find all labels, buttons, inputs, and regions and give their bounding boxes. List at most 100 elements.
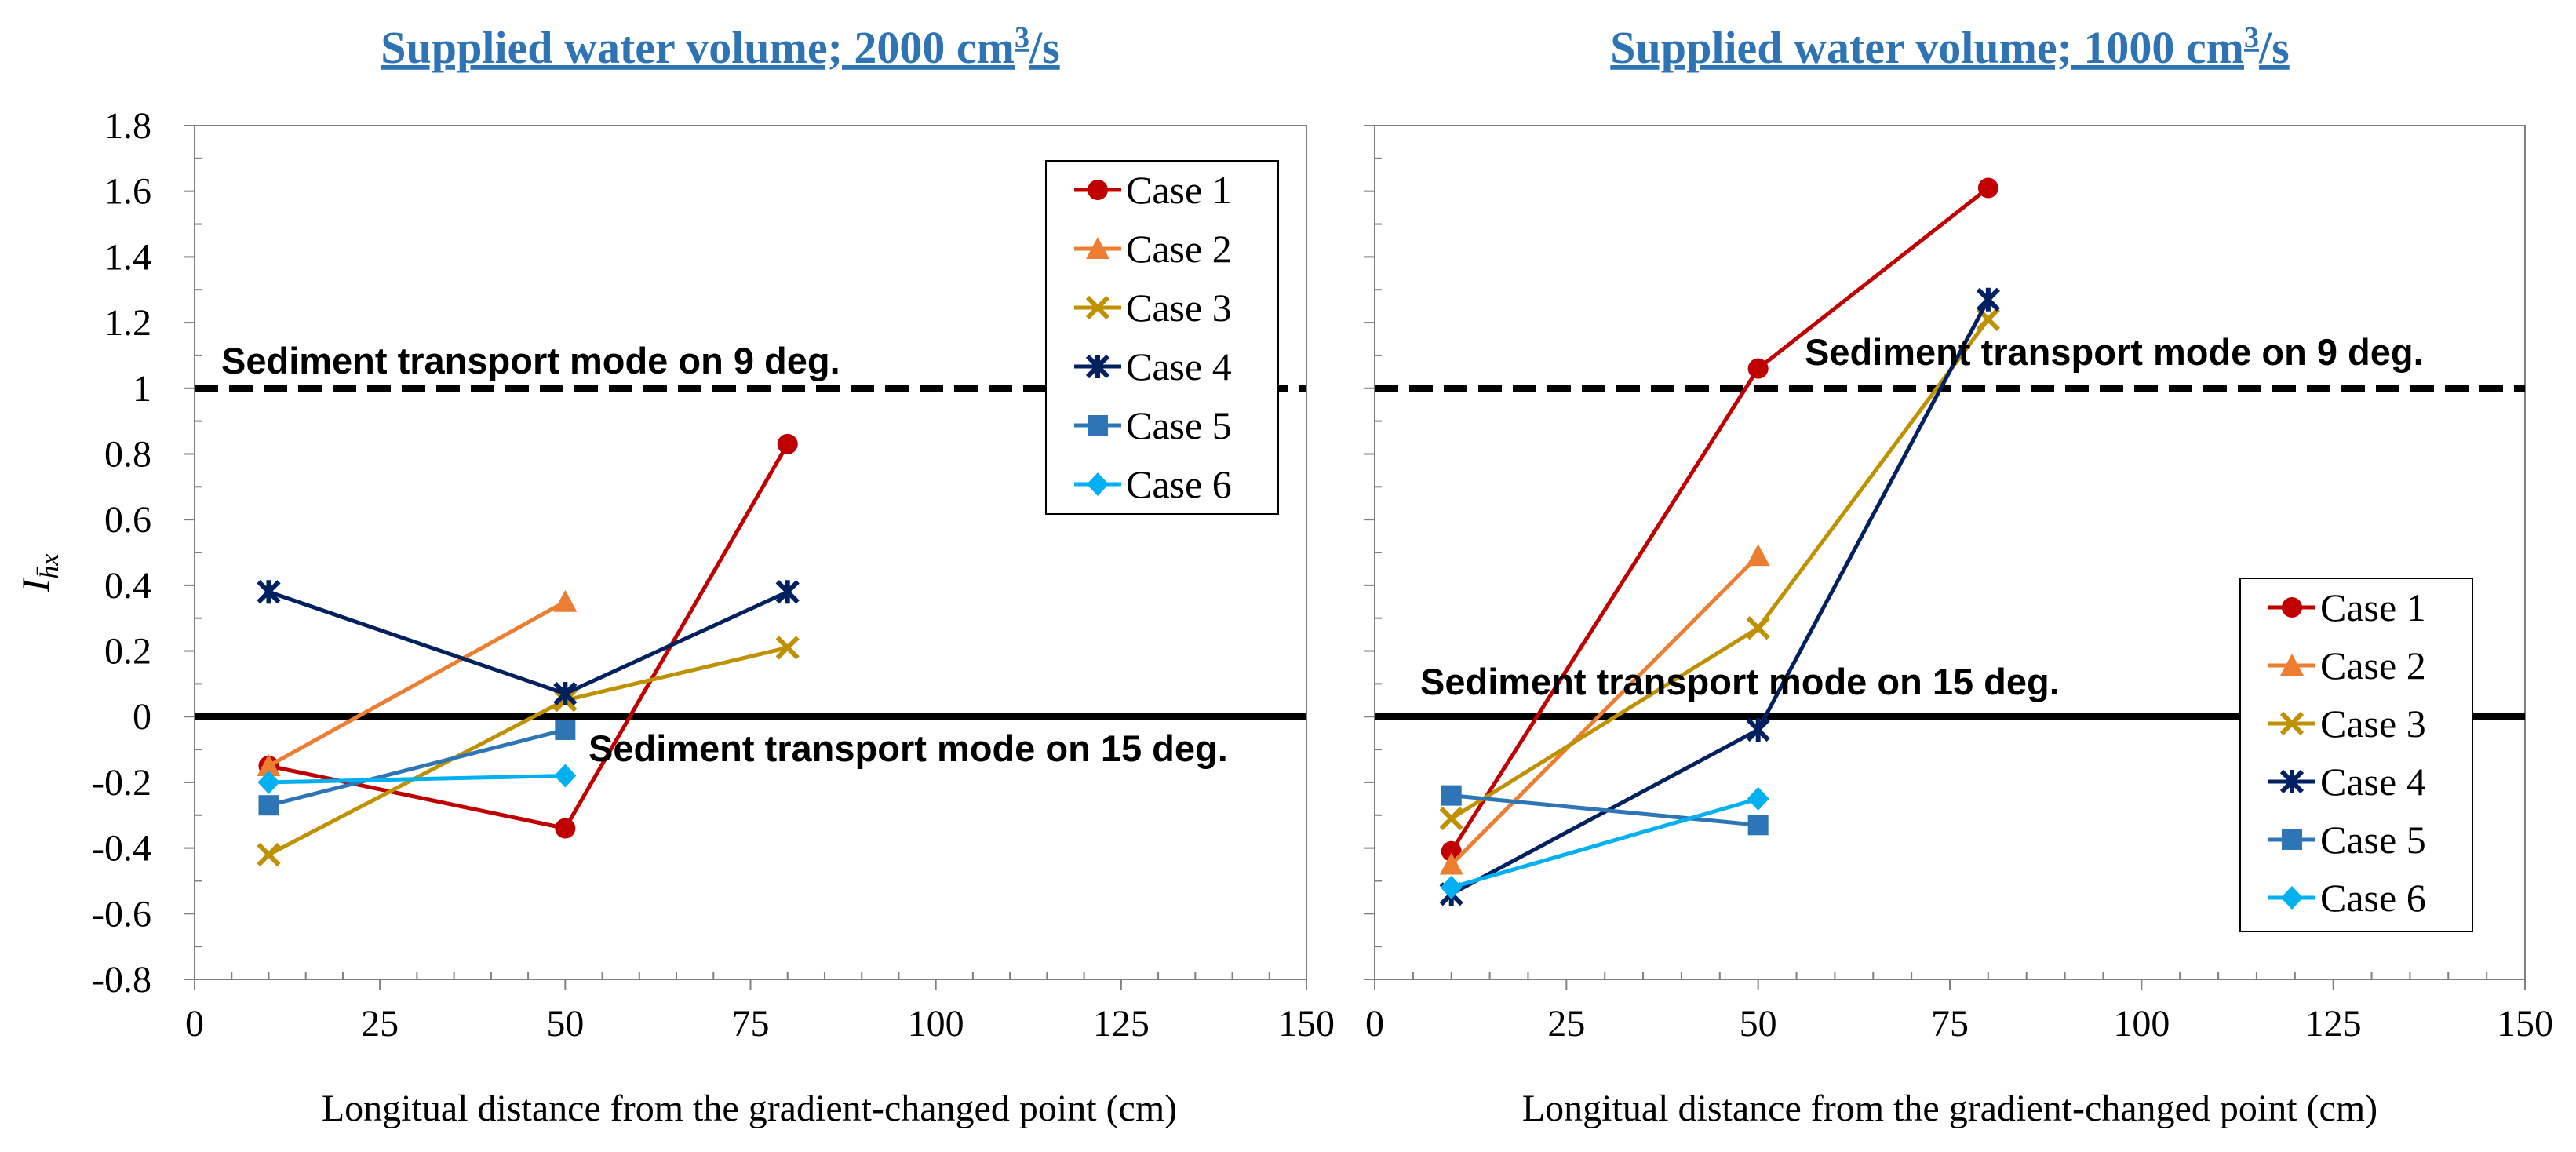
series-case-5	[1441, 785, 1769, 836]
series-line-case-2	[268, 600, 567, 768]
legend-label-case-1: Case 1	[2320, 585, 2426, 629]
data-point-case-1	[1441, 840, 1462, 862]
series-case-1	[1441, 177, 1998, 862]
y-tick-label: 1	[133, 368, 151, 410]
legend-label-case-3: Case 3	[1126, 286, 1232, 330]
series-case-4	[257, 580, 800, 706]
legend-marker-case-1	[2282, 597, 2302, 618]
x-axis-label: Longitual distance from the gradient-cha…	[322, 1088, 1177, 1129]
x-tick-label: 25	[361, 1003, 399, 1044]
legend-marker-case-3	[2279, 711, 2305, 736]
y-tick-label: -0.6	[92, 893, 151, 935]
legend-label-case-3: Case 3	[2320, 702, 2426, 746]
x-tick-label: 50	[1740, 1003, 1777, 1044]
legend-label-case-2: Case 2	[1126, 227, 1232, 271]
data-point-case-5	[555, 719, 576, 740]
y-tick-label: -0.2	[92, 762, 151, 804]
legend-label-case-1: Case 1	[1126, 168, 1232, 212]
y-tick-label: -0.8	[92, 959, 151, 1001]
y-tick-label: 1.8	[104, 105, 151, 147]
y-tick-label: 0.2	[104, 631, 151, 673]
x-tick-label: 50	[546, 1003, 584, 1044]
x-tick-label: 100	[908, 1003, 964, 1044]
legend-marker-case-3	[1085, 295, 1110, 320]
series-line-case-5	[1451, 793, 1758, 827]
reference-label-9deg: Sediment transport mode on 9 deg.	[221, 340, 840, 381]
legend-label-case-5: Case 5	[2320, 818, 2426, 862]
reference-label-15deg: Sediment transport mode on 15 deg.	[1420, 661, 2060, 702]
data-point-case-4	[257, 580, 281, 604]
chart-panel-1: Supplied water volume; 2000 cm3/s 0 25 50 75…	[13, 21, 1335, 1129]
data-point-case-1	[1977, 177, 1998, 199]
y-tick-label: 0.8	[104, 433, 151, 475]
legend-marker-case-2	[2280, 654, 2304, 676]
data-point-case-1	[777, 433, 798, 454]
x-tick-label: 75	[1931, 1003, 1969, 1044]
chart-title: Supplied water volume; 2000 cm3/s	[381, 21, 1059, 73]
data-point-case-6	[1747, 786, 1769, 811]
legend: Case 1 Case 2 Case 3 Case 4 Case 5 Case 6	[2239, 578, 2473, 932]
y-axis-label-subscript: h̄x	[35, 554, 64, 579]
chart-title-tail: /s	[1029, 22, 1060, 73]
data-point-case-3	[257, 842, 281, 867]
legend-label-case-4: Case 4	[2320, 760, 2426, 804]
chart-panel-2: Supplied water volume; 1000 cm3/s 0 25 50 75…	[1364, 21, 2553, 1129]
series-line-case-6	[268, 774, 566, 785]
series-case-2	[257, 589, 578, 776]
legend: Case 1 Case 2 Case 3 Case 4 Case 5 Case 6	[1045, 160, 1279, 515]
legend-box	[2239, 578, 2473, 932]
reference-label-9deg: Sediment transport mode on 9 deg.	[1805, 331, 2424, 373]
series-case-2	[1439, 544, 1770, 875]
legend-marker-case-6	[2281, 886, 2303, 910]
legend-label-case-6: Case 6	[1126, 462, 1232, 506]
x-tick-label: 25	[1547, 1003, 1585, 1044]
reference-label-15deg: Sediment transport mode on 15 deg.	[588, 727, 1228, 769]
x-tick-label: 75	[732, 1003, 770, 1044]
legend-marker-case-2	[1086, 237, 1109, 259]
y-axis-label-main: I	[13, 577, 57, 592]
data-point-case-6	[554, 764, 577, 788]
x-tick-label: 0	[1365, 1003, 1384, 1044]
legend-marker-case-4	[2279, 769, 2305, 794]
y-tick-label: 1.6	[104, 171, 151, 213]
legend-label-case-2: Case 2	[2320, 643, 2426, 687]
data-point-case-2	[1746, 544, 1770, 567]
legend-marker-case-6	[1087, 472, 1109, 496]
series-line-case-2	[1449, 554, 1760, 866]
data-point-case-3	[1439, 806, 1463, 831]
x-axis-label: Longitual distance from the gradient-cha…	[1522, 1088, 2377, 1129]
series-line-case-6	[1451, 797, 1759, 890]
data-point-case-5	[1441, 785, 1462, 806]
chart-title-main: Supplied water volume; 2000 cm	[381, 22, 1015, 73]
y-axis-label: Ih̄x	[13, 554, 64, 593]
legend-marker-case-4	[1085, 354, 1110, 379]
chart-title: Supplied water volume; 1000 cm3/s	[1610, 21, 2289, 73]
y-tick-label: 0.6	[104, 499, 151, 541]
y-tick-label: 1.4	[104, 236, 151, 278]
legend-label-case-5: Case 5	[1126, 403, 1232, 447]
series-case-6	[1440, 786, 1769, 899]
legend-marker-case-5	[2282, 829, 2302, 850]
x-tick-label: 150	[2497, 1003, 2553, 1044]
data-point-case-6	[1440, 875, 1463, 899]
y-tick-label: 0	[133, 696, 151, 738]
data-point-case-5	[1747, 815, 1769, 836]
legend-label-case-4: Case 4	[1126, 345, 1232, 388]
y-tick-label: 0.4	[104, 565, 151, 607]
x-tick-label: 150	[1278, 1003, 1335, 1044]
data-point-case-2	[553, 589, 578, 612]
series-case-5	[258, 719, 576, 816]
series-case-6	[257, 764, 577, 794]
data-point-case-2	[257, 754, 281, 776]
data-point-case-1	[555, 818, 576, 839]
y-tick-label: 1.2	[104, 302, 151, 344]
legend-label-case-6: Case 6	[2320, 876, 2426, 920]
data-point-case-4	[553, 681, 578, 706]
data-point-case-1	[1747, 358, 1769, 379]
chart-title-tail: /s	[2258, 22, 2290, 73]
data-point-case-4	[1746, 717, 1770, 742]
chart-title-superscript: 3	[2244, 21, 2259, 54]
y-tick-label: -0.4	[92, 828, 151, 869]
chart-title-superscript: 3	[1015, 21, 1029, 54]
